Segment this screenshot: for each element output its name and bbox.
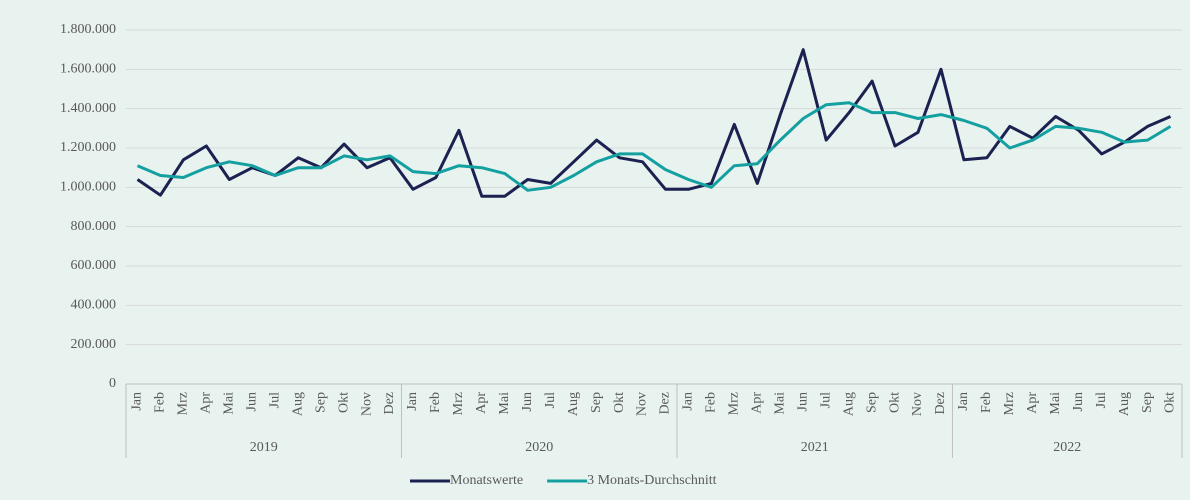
x-tick-label: Jul <box>543 392 558 408</box>
y-tick-label: 200.000 <box>71 337 117 352</box>
series-line <box>136 101 1172 192</box>
y-tick-label: 1.400.000 <box>60 101 116 116</box>
x-tick-label: Jul <box>1094 392 1109 408</box>
x-tick-label: Mrz <box>451 392 466 415</box>
y-tick-label: 400.000 <box>71 298 117 313</box>
x-tick-label: Jul <box>267 392 282 408</box>
year-label: 2022 <box>1053 440 1081 455</box>
x-tick-label: Mrz <box>727 392 742 415</box>
year-label: 2021 <box>801 440 829 455</box>
x-tick-label: Okt <box>887 392 902 413</box>
x-tick-label: Jul <box>818 392 833 408</box>
x-tick-label: Okt <box>612 392 627 413</box>
x-tick-label: Aug <box>290 392 305 416</box>
x-tick-label: Jun <box>1071 392 1086 411</box>
x-tick-label: Mai <box>222 392 237 415</box>
x-tick-label: Sep <box>1140 392 1155 413</box>
x-tick-label: Okt <box>336 392 351 413</box>
y-tick-label: 800.000 <box>71 219 117 234</box>
x-tick-label: Jun <box>520 392 535 411</box>
series-line <box>136 48 1172 198</box>
x-tick-label: Sep <box>864 392 879 413</box>
y-tick-label: 0 <box>109 376 116 391</box>
x-tick-label: Jan <box>956 392 971 411</box>
x-tick-label: Nov <box>635 392 650 416</box>
x-tick-label: Jan <box>130 392 145 411</box>
x-tick-label: Apr <box>750 392 765 414</box>
x-tick-label: Mai <box>497 392 512 415</box>
x-tick-label: Feb <box>979 392 994 413</box>
x-tick-label: Aug <box>566 392 581 416</box>
legend-label: 3 Monats-Durchschnitt <box>587 473 717 488</box>
x-tick-label: Dez <box>658 392 673 415</box>
year-label: 2019 <box>250 440 278 455</box>
x-tick-label: Mrz <box>176 392 191 415</box>
x-tick-label: Dez <box>933 392 948 415</box>
x-tick-label: Okt <box>1163 392 1178 413</box>
x-tick-label: Apr <box>474 392 489 414</box>
x-tick-label: Dez <box>382 392 397 415</box>
y-tick-label: 1.000.000 <box>60 180 116 195</box>
x-tick-label: Mai <box>772 392 787 415</box>
x-tick-label: Jun <box>795 392 810 411</box>
x-tick-label: Sep <box>313 392 328 413</box>
legend-label: Monatswerte <box>450 473 523 488</box>
x-tick-label: Jan <box>405 392 420 411</box>
x-tick-label: Aug <box>1117 392 1132 416</box>
x-tick-label: Feb <box>428 392 443 413</box>
y-tick-label: 600.000 <box>71 258 117 273</box>
x-tick-label: Feb <box>704 392 719 413</box>
y-tick-label: 1.800.000 <box>60 22 116 37</box>
x-tick-label: Feb <box>153 392 168 413</box>
y-tick-label: 1.600.000 <box>60 62 116 77</box>
year-label: 2020 <box>525 440 553 455</box>
x-tick-label: Nov <box>359 392 374 416</box>
x-tick-label: Mai <box>1048 392 1063 415</box>
x-tick-label: Apr <box>199 392 214 414</box>
x-tick-label: Nov <box>910 392 925 416</box>
x-tick-label: Sep <box>589 392 604 413</box>
x-tick-label: Jun <box>244 392 259 411</box>
y-tick-label: 1.200.000 <box>60 140 116 155</box>
x-tick-label: Apr <box>1025 392 1040 414</box>
x-tick-label: Aug <box>841 392 856 416</box>
x-tick-label: Jan <box>681 392 696 411</box>
x-tick-label: Mrz <box>1002 392 1017 415</box>
